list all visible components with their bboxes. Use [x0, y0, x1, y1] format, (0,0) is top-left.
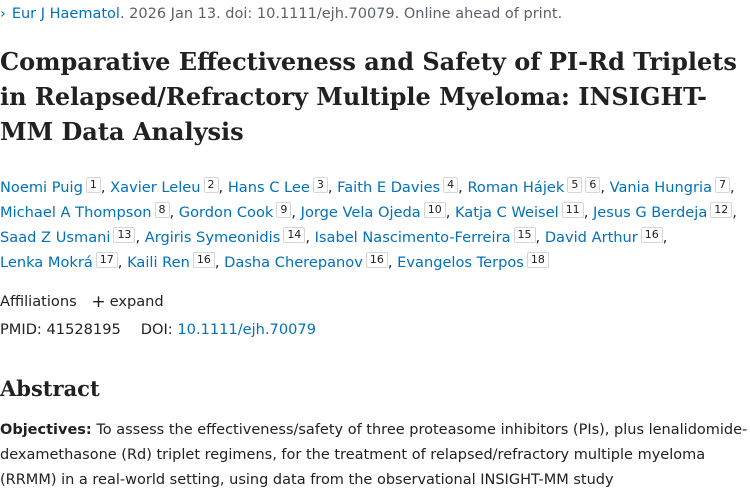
expand-label: expand	[109, 293, 164, 310]
author-item: Noemi Puig 1,	[0, 177, 106, 196]
author-item: Dasha Cherepanov 16,	[224, 252, 393, 271]
affiliations-row: Affiliations + expand	[0, 292, 164, 312]
author-item: Saad Z Usmani 13,	[0, 227, 141, 246]
affiliation-number[interactable]: 18	[526, 252, 549, 268]
affiliation-number[interactable]: 13	[113, 227, 136, 243]
affiliation-number[interactable]: 9	[276, 202, 292, 218]
pmid-value: 41528195	[46, 321, 121, 338]
article-ids: PMID: 41528195 DOI: 10.1111/ejh.70079	[0, 320, 316, 340]
pmid-label: PMID:	[0, 321, 42, 338]
author-item: Isabel Nascimento-Ferreira 15,	[314, 227, 541, 246]
affiliation-number[interactable]: 17	[95, 252, 118, 268]
chevron-right-icon: ›	[0, 6, 6, 22]
affiliation-number[interactable]: 8	[154, 202, 170, 218]
author-link[interactable]: Xavier Leleu	[110, 179, 201, 196]
affiliation-number[interactable]: 16	[640, 227, 663, 243]
author-link[interactable]: Lenka Mokrá	[0, 254, 93, 271]
objectives-label: Objectives:	[0, 422, 92, 438]
affiliation-number[interactable]: 7	[715, 177, 731, 193]
author-link[interactable]: Isabel Nascimento-Ferreira	[314, 229, 511, 246]
author-item: David Arthur 16,	[544, 227, 668, 246]
affiliation-number[interactable]: 5	[567, 177, 583, 193]
author-link[interactable]: Kaili Ren	[127, 254, 190, 271]
author-link[interactable]: Katja C Weisel	[454, 204, 559, 221]
affiliation-number[interactable]: 12	[710, 202, 733, 218]
affiliation-number[interactable]: 10	[423, 202, 446, 218]
author-link[interactable]: Jorge Vela Ojeda	[300, 204, 421, 221]
abstract-body: Objectives: To assess the effectiveness/…	[0, 418, 748, 493]
author-item: Jesus G Berdeja 12,	[592, 202, 737, 221]
author-item: Michael A Thompson 8,	[0, 202, 175, 221]
author-item: Roman Hájek 5 6,	[467, 177, 605, 196]
author-link[interactable]: Argiris Symeonidis	[144, 229, 281, 246]
affiliations-label: Affiliations	[0, 293, 77, 310]
author-link[interactable]: Vania Hungria	[609, 179, 713, 196]
author-link[interactable]: Michael A Thompson	[0, 204, 152, 221]
author-link[interactable]: Roman Hájek	[467, 179, 565, 196]
affiliation-number[interactable]: 11	[561, 202, 584, 218]
affiliation-number[interactable]: 15	[513, 227, 536, 243]
affiliation-number[interactable]: 2	[203, 177, 219, 193]
affiliation-number[interactable]: 1	[85, 177, 101, 193]
article-title: Comparative Effectiveness and Safety of …	[0, 47, 737, 146]
author-link[interactable]: Noemi Puig	[0, 179, 83, 196]
citation-details: . 2026 Jan 13. doi: 10.1111/ejh.70079. O…	[119, 6, 563, 22]
plus-icon: +	[91, 292, 106, 312]
citation-line: › Eur J Haematol. 2026 Jan 13. doi: 10.11…	[0, 4, 750, 24]
expand-affiliations-button[interactable]: + expand	[91, 292, 163, 312]
author-link[interactable]: Hans C Lee	[227, 179, 310, 196]
authors-list: Noemi Puig 1, Xavier Leleu 2, Hans C Lee 3,…	[0, 175, 748, 275]
author-item: Lenka Mokrá 17,	[0, 252, 123, 271]
author-link[interactable]: Faith E Davies	[337, 179, 441, 196]
author-item: Argiris Symeonidis 14,	[144, 227, 310, 246]
author-item: Jorge Vela Ojeda 10,	[300, 202, 451, 221]
author-item: Katja C Weisel 11,	[454, 202, 589, 221]
doi-label: DOI:	[140, 321, 173, 338]
journal-link[interactable]: Eur J Haematol	[11, 6, 120, 22]
author-item: Vania Hungria 7,	[609, 177, 735, 196]
affiliation-number[interactable]: 16	[365, 252, 388, 268]
author-link[interactable]: Evangelos Terpos	[397, 254, 524, 271]
affiliation-number[interactable]: 16	[192, 252, 215, 268]
author-item: Kaili Ren 16,	[127, 252, 220, 271]
author-item: Gordon Cook 9,	[178, 202, 296, 221]
author-item: Evangelos Terpos 18	[397, 252, 549, 271]
author-item: Faith E Davies 4,	[337, 177, 463, 196]
author-link[interactable]: Gordon Cook	[178, 204, 274, 221]
doi-link[interactable]: 10.1111/ejh.70079	[177, 321, 316, 338]
affiliation-number[interactable]: 14	[283, 227, 306, 243]
author-item: Xavier Leleu 2,	[110, 177, 224, 196]
author-link[interactable]: Dasha Cherepanov	[224, 254, 363, 271]
author-link[interactable]: Jesus G Berdeja	[592, 204, 708, 221]
objectives-text: To assess the effectiveness/safety of th…	[0, 422, 748, 488]
affiliation-number[interactable]: 4	[443, 177, 459, 193]
abstract-heading: Abstract	[0, 376, 100, 401]
author-item: Hans C Lee 3,	[227, 177, 333, 196]
affiliation-number[interactable]: 6	[585, 177, 601, 193]
affiliation-number[interactable]: 3	[312, 177, 328, 193]
author-link[interactable]: David Arthur	[544, 229, 638, 246]
author-link[interactable]: Saad Z Usmani	[0, 229, 111, 246]
